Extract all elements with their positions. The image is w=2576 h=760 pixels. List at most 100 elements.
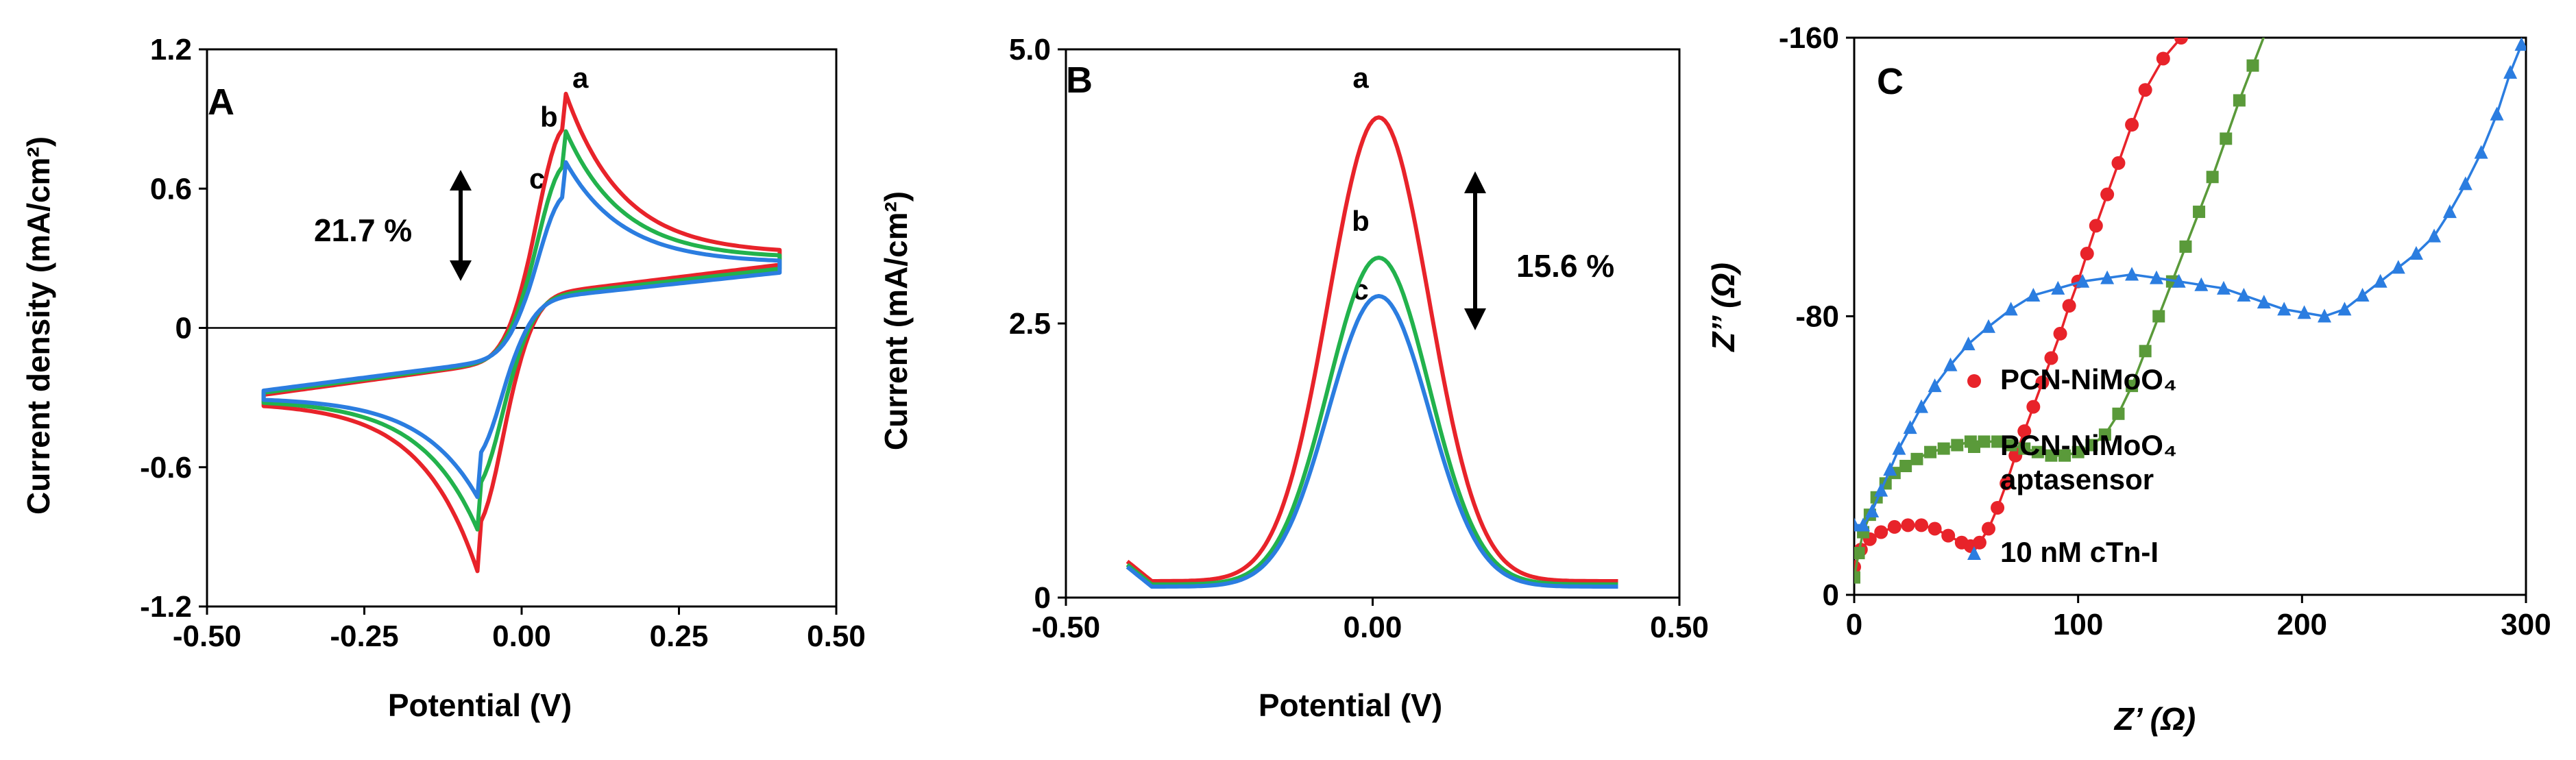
panel-c-point-circle bbox=[1887, 519, 1901, 534]
panel-c-point-square bbox=[2031, 445, 2044, 458]
panel-c-point-circle bbox=[2174, 38, 2188, 45]
panel-c-point-triangle bbox=[2490, 106, 2504, 121]
panel-b-y-tick-label: 0 bbox=[1034, 581, 1051, 615]
panel-c-point-circle bbox=[2062, 299, 2076, 313]
panel-c-point-triangle bbox=[1874, 482, 1888, 497]
panel-c-point-triangle bbox=[2474, 145, 2488, 159]
panel-c-point-square bbox=[1991, 435, 2004, 448]
panel-c-point-square bbox=[2179, 240, 2192, 253]
panel-c-point-circle bbox=[1928, 522, 1942, 536]
panel-b-x-tick-label: 0.50 bbox=[1650, 611, 1709, 644]
panel-b-arrow-head-down bbox=[1464, 308, 1486, 330]
panel-c-point-circle bbox=[1941, 528, 1956, 543]
panel-c-point-square bbox=[2071, 445, 2085, 458]
panel-c-point-circle bbox=[1982, 522, 1995, 536]
panel-a-curve-c bbox=[261, 160, 782, 500]
panel-c-legend-marker-1 bbox=[1968, 441, 1980, 453]
panel-c-point-triangle bbox=[1903, 420, 1917, 434]
panel-c-legend-marker-0 bbox=[1967, 374, 1981, 388]
panel-c-point-circle bbox=[2156, 51, 2170, 66]
panel-c-point-square bbox=[2126, 380, 2139, 393]
panel-b-ylabel: Current (mA/cm²) bbox=[878, 191, 914, 450]
panel-c-point-circle bbox=[2000, 476, 2014, 491]
panel-c-x-tick-label: 0 bbox=[1846, 608, 1862, 641]
panel-b-arrow-head-up bbox=[1464, 171, 1486, 193]
panel-c-legend-text-1: PCN-NiMoO₄ bbox=[2000, 429, 2177, 461]
panel-c-point-triangle bbox=[1943, 357, 1958, 371]
panel-b-x-tick-label: 0.00 bbox=[1344, 611, 1402, 644]
panel-a-x-tick-label: 0.25 bbox=[650, 620, 709, 653]
panel-c-point-square bbox=[1854, 547, 1865, 560]
panel-c-point-circle bbox=[2089, 219, 2103, 233]
panel-a-y-tick-label: -0.6 bbox=[140, 451, 192, 485]
panel-c-point-square bbox=[1899, 459, 1912, 472]
panel-a-arrow-head-down bbox=[450, 260, 472, 281]
panel-a-y-tick-label: -1.2 bbox=[140, 590, 192, 624]
panel-a-y-tick-label: 0.6 bbox=[150, 172, 192, 206]
panel-c-point-triangle bbox=[2503, 64, 2518, 79]
panel-c-point-triangle bbox=[2391, 260, 2405, 274]
panel-c-point-triangle bbox=[2051, 280, 2065, 295]
panel-c-point-triangle bbox=[2427, 228, 2442, 243]
panel-c-point-square bbox=[1978, 435, 1991, 448]
panel-b-curve-label-a: a bbox=[1352, 62, 1369, 94]
panel-c-point-square bbox=[1854, 571, 1860, 584]
panel-c-point-circle bbox=[2188, 17, 2202, 31]
panel-c-ylabel: Z’’ (Ω) bbox=[1705, 262, 1741, 353]
panel-b-curve-label-b: b bbox=[1352, 205, 1370, 237]
panel-c-y-tick-label: -160 bbox=[1779, 21, 1839, 55]
panel-c-legend-marker-2 bbox=[1967, 546, 1981, 560]
panel-c-frame bbox=[1853, 36, 2527, 596]
panel-c-label: C bbox=[1877, 61, 1904, 102]
panel-c-point-square bbox=[2058, 449, 2071, 462]
panel-c-point-square bbox=[2004, 439, 2017, 452]
panel-a-label: A bbox=[208, 82, 234, 123]
panel-c-legend-text-0: PCN-NiMoO₄ bbox=[2000, 363, 2177, 395]
panel-c-series-group bbox=[1854, 0, 2526, 584]
panel-c-point-circle bbox=[2100, 187, 2115, 201]
panel-c-point-circle bbox=[2125, 118, 2139, 132]
panel-b-xlabel: Potential (V) bbox=[1259, 687, 1442, 723]
panel-c-x-tick-label: 100 bbox=[2053, 608, 2103, 641]
panel-c-point-circle bbox=[1972, 535, 1986, 550]
panel-c-legend-text-2: 10 nM cTn-I bbox=[2000, 536, 2159, 568]
panel-c-point-triangle bbox=[2409, 246, 2423, 260]
panel-c-point-square bbox=[2139, 345, 2152, 358]
panel-c-point-triangle bbox=[2514, 38, 2526, 51]
panel-c-point-triangle bbox=[1865, 504, 1880, 518]
panel-c-y-tick-label: 0 bbox=[1823, 578, 1839, 612]
panel-c-point-triangle bbox=[2172, 273, 2186, 288]
panel-a-curve-label-a: a bbox=[572, 62, 589, 94]
panel-c-point-triangle bbox=[2355, 288, 2370, 302]
panel-c-point-circle bbox=[1874, 525, 1888, 539]
panel-c-point-square bbox=[2018, 442, 2031, 455]
panel-c-point-triangle bbox=[2373, 273, 2387, 288]
panel-c-point-circle bbox=[2035, 376, 2050, 390]
panel-c-point-triangle bbox=[1961, 336, 1976, 351]
panel-c-y-tick-label: -80 bbox=[1795, 300, 1839, 334]
panel-c-point-triangle bbox=[2150, 270, 2163, 284]
panel-c-line-2 bbox=[1854, 44, 2523, 527]
panel-a-y-tick-label: 1.2 bbox=[150, 33, 192, 66]
panel-b-curve-a bbox=[1126, 115, 1618, 583]
panel-c-point-triangle bbox=[2125, 267, 2139, 281]
panel-c-point-triangle bbox=[2297, 305, 2311, 319]
panel-c-point-square bbox=[2152, 310, 2165, 323]
panel-c-point-square bbox=[2233, 94, 2246, 107]
panel-b-y-tick-label: 2.5 bbox=[1009, 307, 1051, 341]
panel-c-point-triangle bbox=[2337, 302, 2352, 316]
panel-c-legend-text-1: aptasensor bbox=[2000, 463, 2154, 495]
panel-c-point-triangle bbox=[2100, 270, 2115, 284]
panel-c-point-triangle bbox=[2194, 277, 2209, 291]
panel-c-point-circle bbox=[2138, 83, 2152, 97]
panel-a-x-tick-label: 0.00 bbox=[492, 620, 551, 653]
panel-c-point-triangle bbox=[2442, 204, 2457, 219]
panel-c-point-square bbox=[2193, 206, 2206, 219]
panel-c-point-triangle bbox=[2257, 295, 2271, 309]
panel-c-point-circle bbox=[1991, 500, 2005, 515]
panel-c-point-circle bbox=[2044, 351, 2058, 365]
panel-c-point-square bbox=[2274, 0, 2286, 9]
panel-b-annotation: 15.6 % bbox=[1516, 248, 1614, 284]
panel-b-curve-b bbox=[1126, 256, 1618, 587]
